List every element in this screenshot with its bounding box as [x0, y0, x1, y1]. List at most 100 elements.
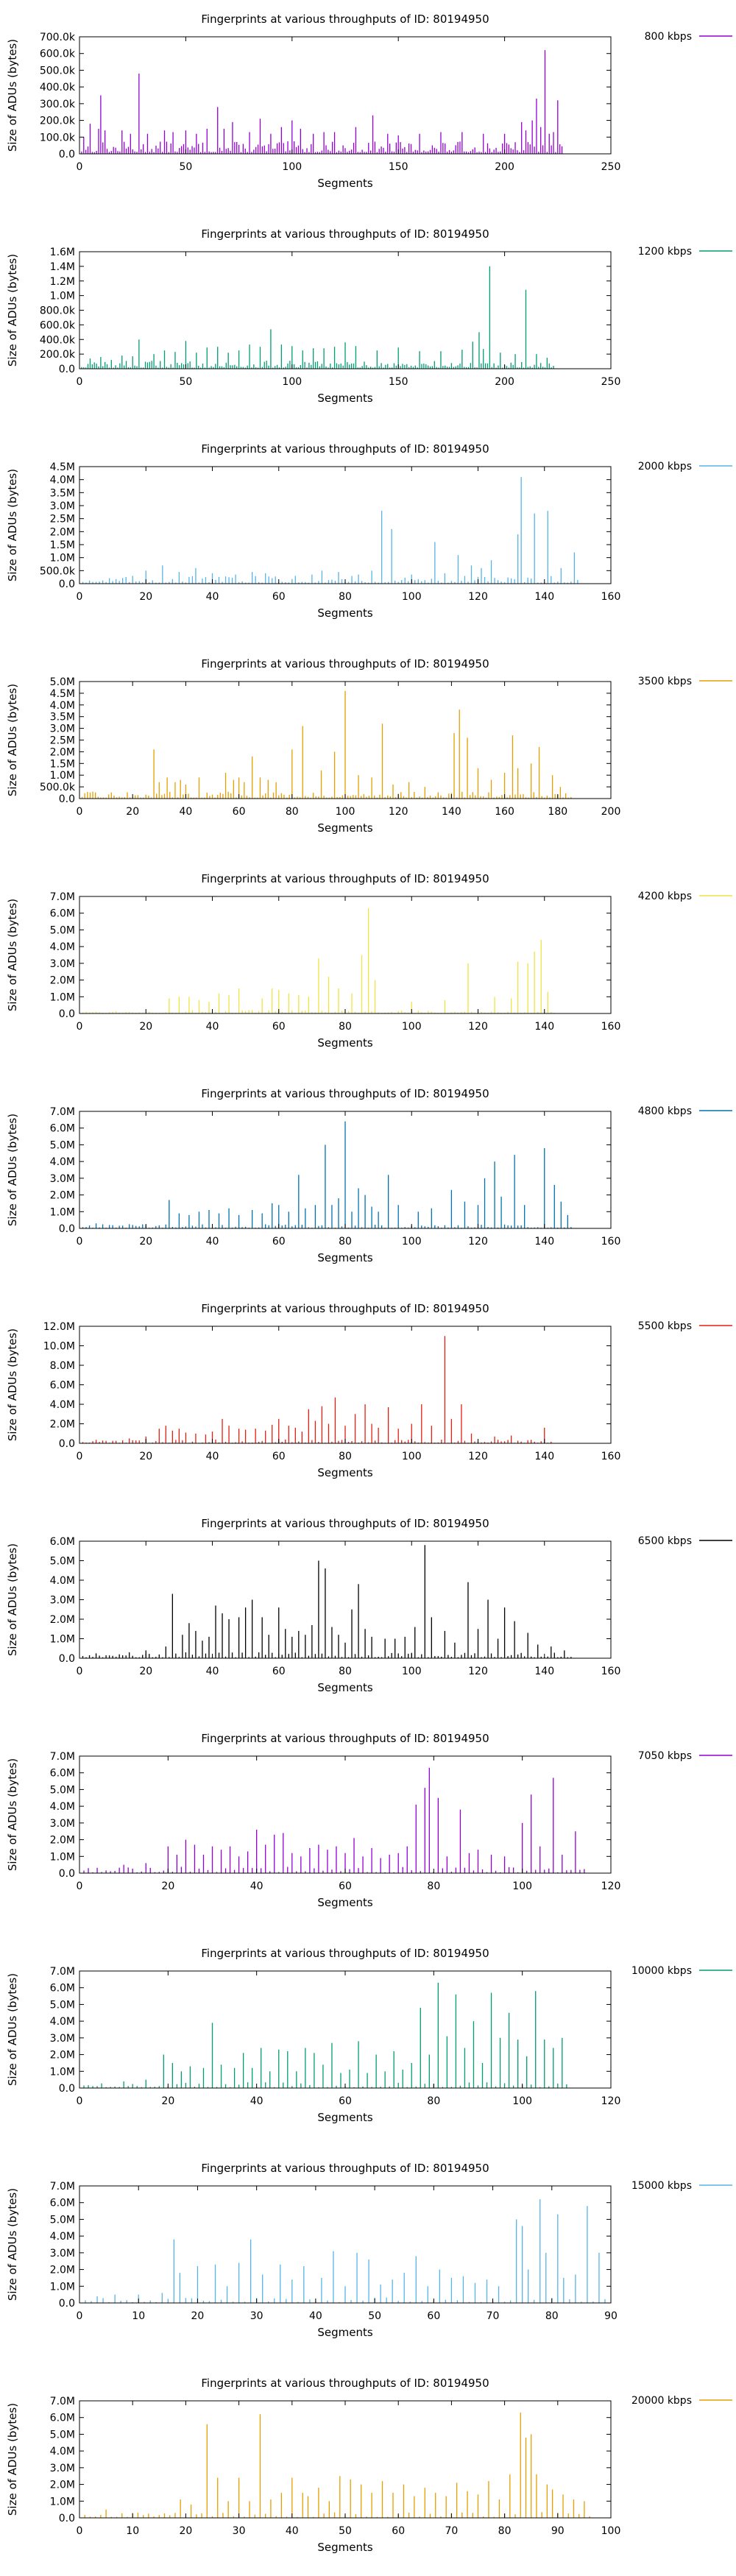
y-tick-label: 6.0M	[50, 2413, 75, 2424]
x-tick-label: 90	[604, 2310, 618, 2322]
y-tick-label: 0.0	[59, 1438, 75, 1450]
y-tick-label: 2.0M	[50, 746, 75, 758]
bar-series	[82, 477, 578, 584]
x-tick-label: 50	[179, 376, 192, 388]
x-tick-label: 60	[339, 2095, 352, 2107]
x-tick-label: 0	[77, 2525, 83, 2537]
x-tick-label: 60	[272, 1451, 286, 1462]
chart-panel: Fingerprints at various throughputs of I…	[6, 227, 732, 405]
legend-label: 800 kbps	[645, 31, 692, 43]
x-axis-label: Segments	[317, 1036, 373, 1050]
x-tick-label: 0	[77, 1451, 83, 1462]
x-tick-label: 20	[161, 2095, 174, 2107]
legend-label: 15000 kbps	[631, 2180, 692, 2192]
x-tick-label: 180	[548, 806, 567, 818]
x-tick-label: 0	[77, 1236, 83, 1248]
x-tick-label: 60	[272, 1666, 286, 1677]
x-tick-label: 150	[389, 161, 408, 173]
y-tick-label: 4.5M	[50, 688, 75, 700]
y-tick-label: 2.0M	[50, 2050, 75, 2062]
y-tick-label: 200.0k	[40, 116, 76, 127]
x-tick-label: 40	[206, 1451, 219, 1462]
y-tick-label: 5.0M	[50, 1784, 75, 1796]
x-tick-label: 100	[282, 376, 302, 388]
x-axis-label: Segments	[317, 821, 373, 835]
legend-label: 20000 kbps	[631, 2395, 692, 2407]
y-tick-label: 4.0M	[50, 2231, 75, 2243]
y-axis-label: Size of ADUs (bytes)	[6, 1973, 19, 2086]
y-tick-label: 1.0M	[50, 1634, 75, 1646]
y-tick-label: 1.5M	[50, 758, 75, 770]
chart-title: Fingerprints at various throughputs of I…	[201, 442, 489, 456]
y-tick-label: 0.0	[59, 793, 75, 805]
y-tick-label: 3.0M	[50, 1173, 75, 1185]
x-tick-label: 90	[551, 2525, 565, 2537]
y-tick-label: 7.0M	[50, 1751, 75, 1763]
x-tick-label: 140	[442, 806, 461, 818]
x-tick-label: 60	[233, 806, 246, 818]
chart-panel: Fingerprints at various throughputs of I…	[6, 1947, 732, 2124]
y-tick-label: 0.0	[59, 2083, 75, 2095]
x-tick-label: 80	[498, 2525, 512, 2537]
x-tick-label: 120	[601, 1880, 621, 1892]
x-axis-label: Segments	[317, 1896, 373, 1909]
y-tick-label: 3.0M	[50, 2463, 75, 2474]
x-tick-label: 40	[206, 1236, 219, 1248]
x-tick-label: 30	[233, 2525, 246, 2537]
legend-label: 7050 kbps	[638, 1750, 692, 1762]
x-tick-label: 80	[339, 1236, 352, 1248]
chart-title: Fingerprints at various throughputs of I…	[201, 227, 489, 241]
y-axis-label: Size of ADUs (bytes)	[6, 684, 19, 796]
x-tick-label: 0	[77, 376, 83, 388]
x-axis-label: Segments	[317, 1681, 373, 1694]
y-tick-label: 7.0M	[50, 1106, 75, 1118]
legend-label: 3500 kbps	[638, 676, 692, 687]
y-tick-label: 2.5M	[50, 514, 75, 526]
x-tick-label: 20	[161, 1880, 174, 1892]
x-tick-label: 100	[512, 1880, 532, 1892]
legend-label: 4200 kbps	[638, 891, 692, 902]
bar-series	[82, 1545, 572, 1658]
x-tick-label: 0	[77, 1666, 83, 1677]
y-tick-label: 4.0M	[50, 2016, 75, 2028]
y-tick-label: 200.0k	[40, 349, 76, 361]
x-tick-label: 100	[512, 2095, 532, 2107]
chart-panel: Fingerprints at various throughputs of I…	[6, 13, 732, 190]
x-tick-label: 140	[534, 1236, 554, 1248]
x-tick-label: 200	[601, 806, 621, 818]
chart-title: Fingerprints at various throughputs of I…	[201, 1087, 489, 1100]
x-tick-label: 0	[77, 591, 83, 603]
x-tick-label: 50	[179, 161, 192, 173]
y-tick-label: 6.0M	[50, 1380, 75, 1392]
x-axis-label: Segments	[317, 177, 373, 190]
y-tick-label: 0.0	[59, 1868, 75, 1880]
y-tick-label: 2.0M	[50, 526, 75, 538]
x-tick-label: 10	[132, 2310, 145, 2322]
y-tick-label: 1.0M	[50, 2281, 75, 2293]
legend-label: 6500 kbps	[638, 1535, 692, 1547]
x-tick-label: 60	[427, 2310, 440, 2322]
y-tick-label: 0.0	[59, 1008, 75, 1020]
plot-frame	[79, 36, 612, 155]
bar-series	[82, 1121, 572, 1228]
y-tick-label: 1.0M	[50, 991, 75, 1003]
y-tick-label: 0.0	[59, 578, 75, 590]
y-tick-label: 500.0k	[40, 782, 76, 793]
legend-label: 4800 kbps	[638, 1105, 692, 1117]
y-tick-label: 5.0M	[50, 1556, 75, 1568]
y-tick-label: 6.0M	[50, 908, 75, 920]
x-tick-label: 160	[495, 806, 514, 818]
x-tick-label: 80	[339, 1021, 352, 1033]
x-tick-label: 160	[601, 1021, 621, 1033]
chart-panel: Fingerprints at various throughputs of I…	[6, 442, 732, 620]
y-tick-label: 6.0M	[50, 1983, 75, 1995]
x-tick-label: 200	[495, 376, 514, 388]
y-tick-label: 7.0M	[50, 2181, 75, 2193]
y-tick-label: 1.0M	[50, 2066, 75, 2078]
x-tick-label: 150	[389, 376, 408, 388]
y-tick-label: 6.0M	[50, 1536, 75, 1548]
plot-frame	[79, 1540, 612, 1659]
x-axis-label: Segments	[317, 606, 373, 620]
x-tick-label: 80	[427, 2095, 440, 2107]
y-tick-label: 0.0	[59, 1223, 75, 1235]
